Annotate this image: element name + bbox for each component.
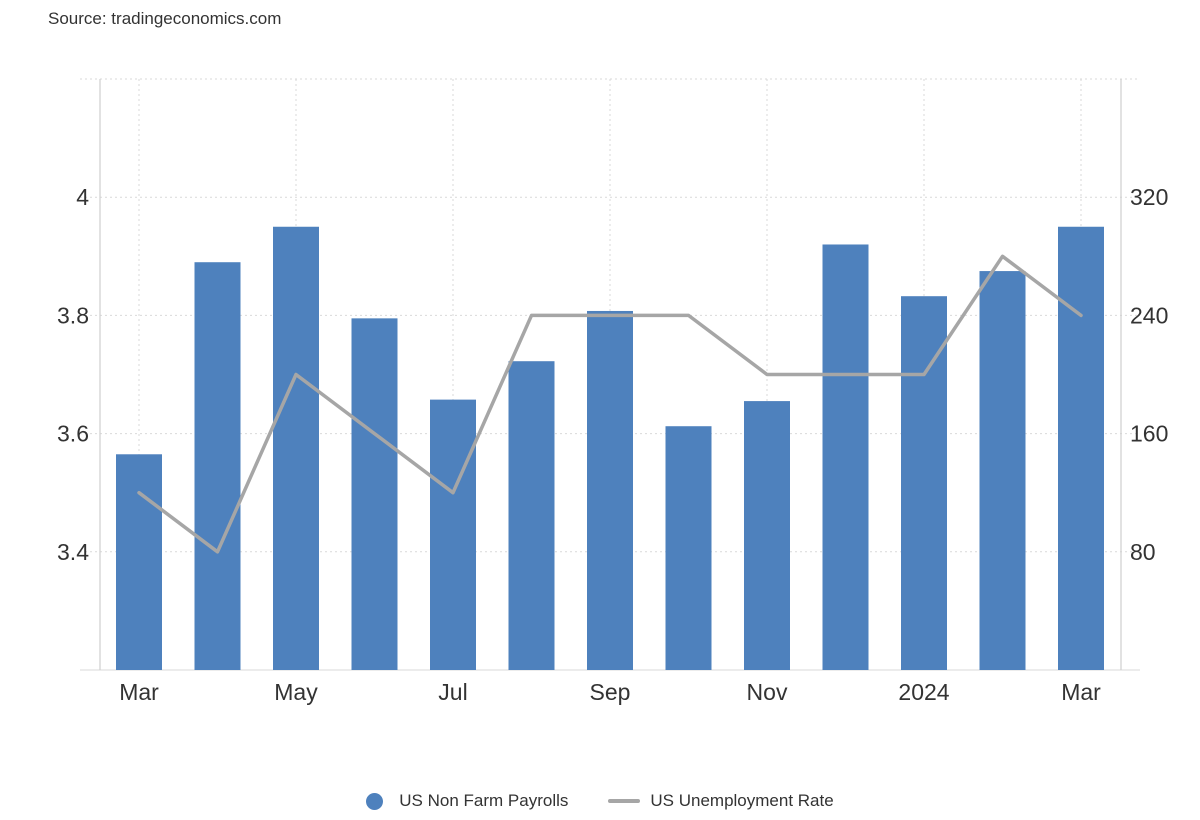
x-tick-label: Nov: [747, 679, 788, 705]
legend-label-payrolls: US Non Farm Payrolls: [399, 791, 569, 810]
source-label: Source: tradingeconomics.com: [48, 9, 282, 28]
left-tick-label: 3.8: [57, 302, 89, 328]
x-tick-label: Jul: [438, 679, 467, 705]
x-tick-label: 2024: [898, 679, 949, 705]
left-tick-label: 4: [76, 184, 89, 210]
chart-area: 3.4 3.6 3.8 4 80 160 240 320 Mar May Jul Sep Nov 2024…: [57, 78, 1168, 705]
x-tick-label: Sep: [590, 679, 631, 705]
bar-2023-10[interactable]: [665, 426, 712, 670]
bar-2023-03[interactable]: [116, 454, 162, 670]
bar-2023-12[interactable]: [822, 244, 869, 671]
right-tick-label: 320: [1130, 184, 1168, 210]
legend: US Non Farm Payrolls US Unemployment Rat…: [0, 791, 1200, 811]
bar-2024-01[interactable]: [901, 296, 947, 670]
legend-dot-icon: [366, 792, 384, 810]
bar-2024-03[interactable]: [1058, 226, 1104, 670]
bar-2024-02[interactable]: [979, 271, 1026, 670]
bar-2023-05[interactable]: [273, 226, 319, 670]
unemployment-rate-line[interactable]: [137, 254, 1083, 554]
legend-label-unemployment: US Unemployment Rate: [650, 791, 834, 810]
line-series: [137, 254, 1083, 554]
bar-2023-04[interactable]: [194, 262, 241, 670]
x-tick-label: Mar: [1061, 679, 1101, 705]
legend-item-unemployment[interactable]: US Unemployment Rate: [608, 791, 834, 811]
tick-labels: 3.4 3.6 3.8 4 80 160 240 320 Mar May Jul Sep Nov 2024…: [57, 184, 1168, 705]
right-tick-label: 160: [1130, 421, 1168, 447]
right-tick-label: 240: [1130, 302, 1168, 328]
right-tick-label: 80: [1130, 539, 1156, 565]
legend-line-icon: [608, 799, 641, 803]
bar-2023-08[interactable]: [508, 361, 555, 670]
x-tick-label: May: [274, 679, 318, 705]
left-tick-label: 3.6: [57, 421, 89, 447]
bar-2023-07[interactable]: [430, 399, 476, 670]
axes: [99, 79, 1122, 670]
bar-series: [116, 226, 1104, 671]
x-tick-label: Mar: [119, 679, 159, 705]
bar-2023-09[interactable]: [587, 310, 633, 670]
legend-item-payrolls[interactable]: US Non Farm Payrolls: [366, 791, 568, 811]
bar-2023-06[interactable]: [351, 318, 398, 670]
left-tick-label: 3.4: [57, 539, 89, 565]
bar-2023-11[interactable]: [744, 401, 790, 670]
